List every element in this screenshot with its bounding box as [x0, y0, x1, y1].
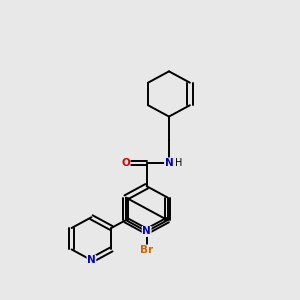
Text: Br: Br [140, 245, 153, 255]
Text: N: N [142, 226, 151, 236]
Text: N: N [165, 158, 173, 168]
Text: O: O [121, 158, 130, 168]
Text: N: N [87, 255, 96, 265]
Text: H: H [175, 158, 183, 168]
